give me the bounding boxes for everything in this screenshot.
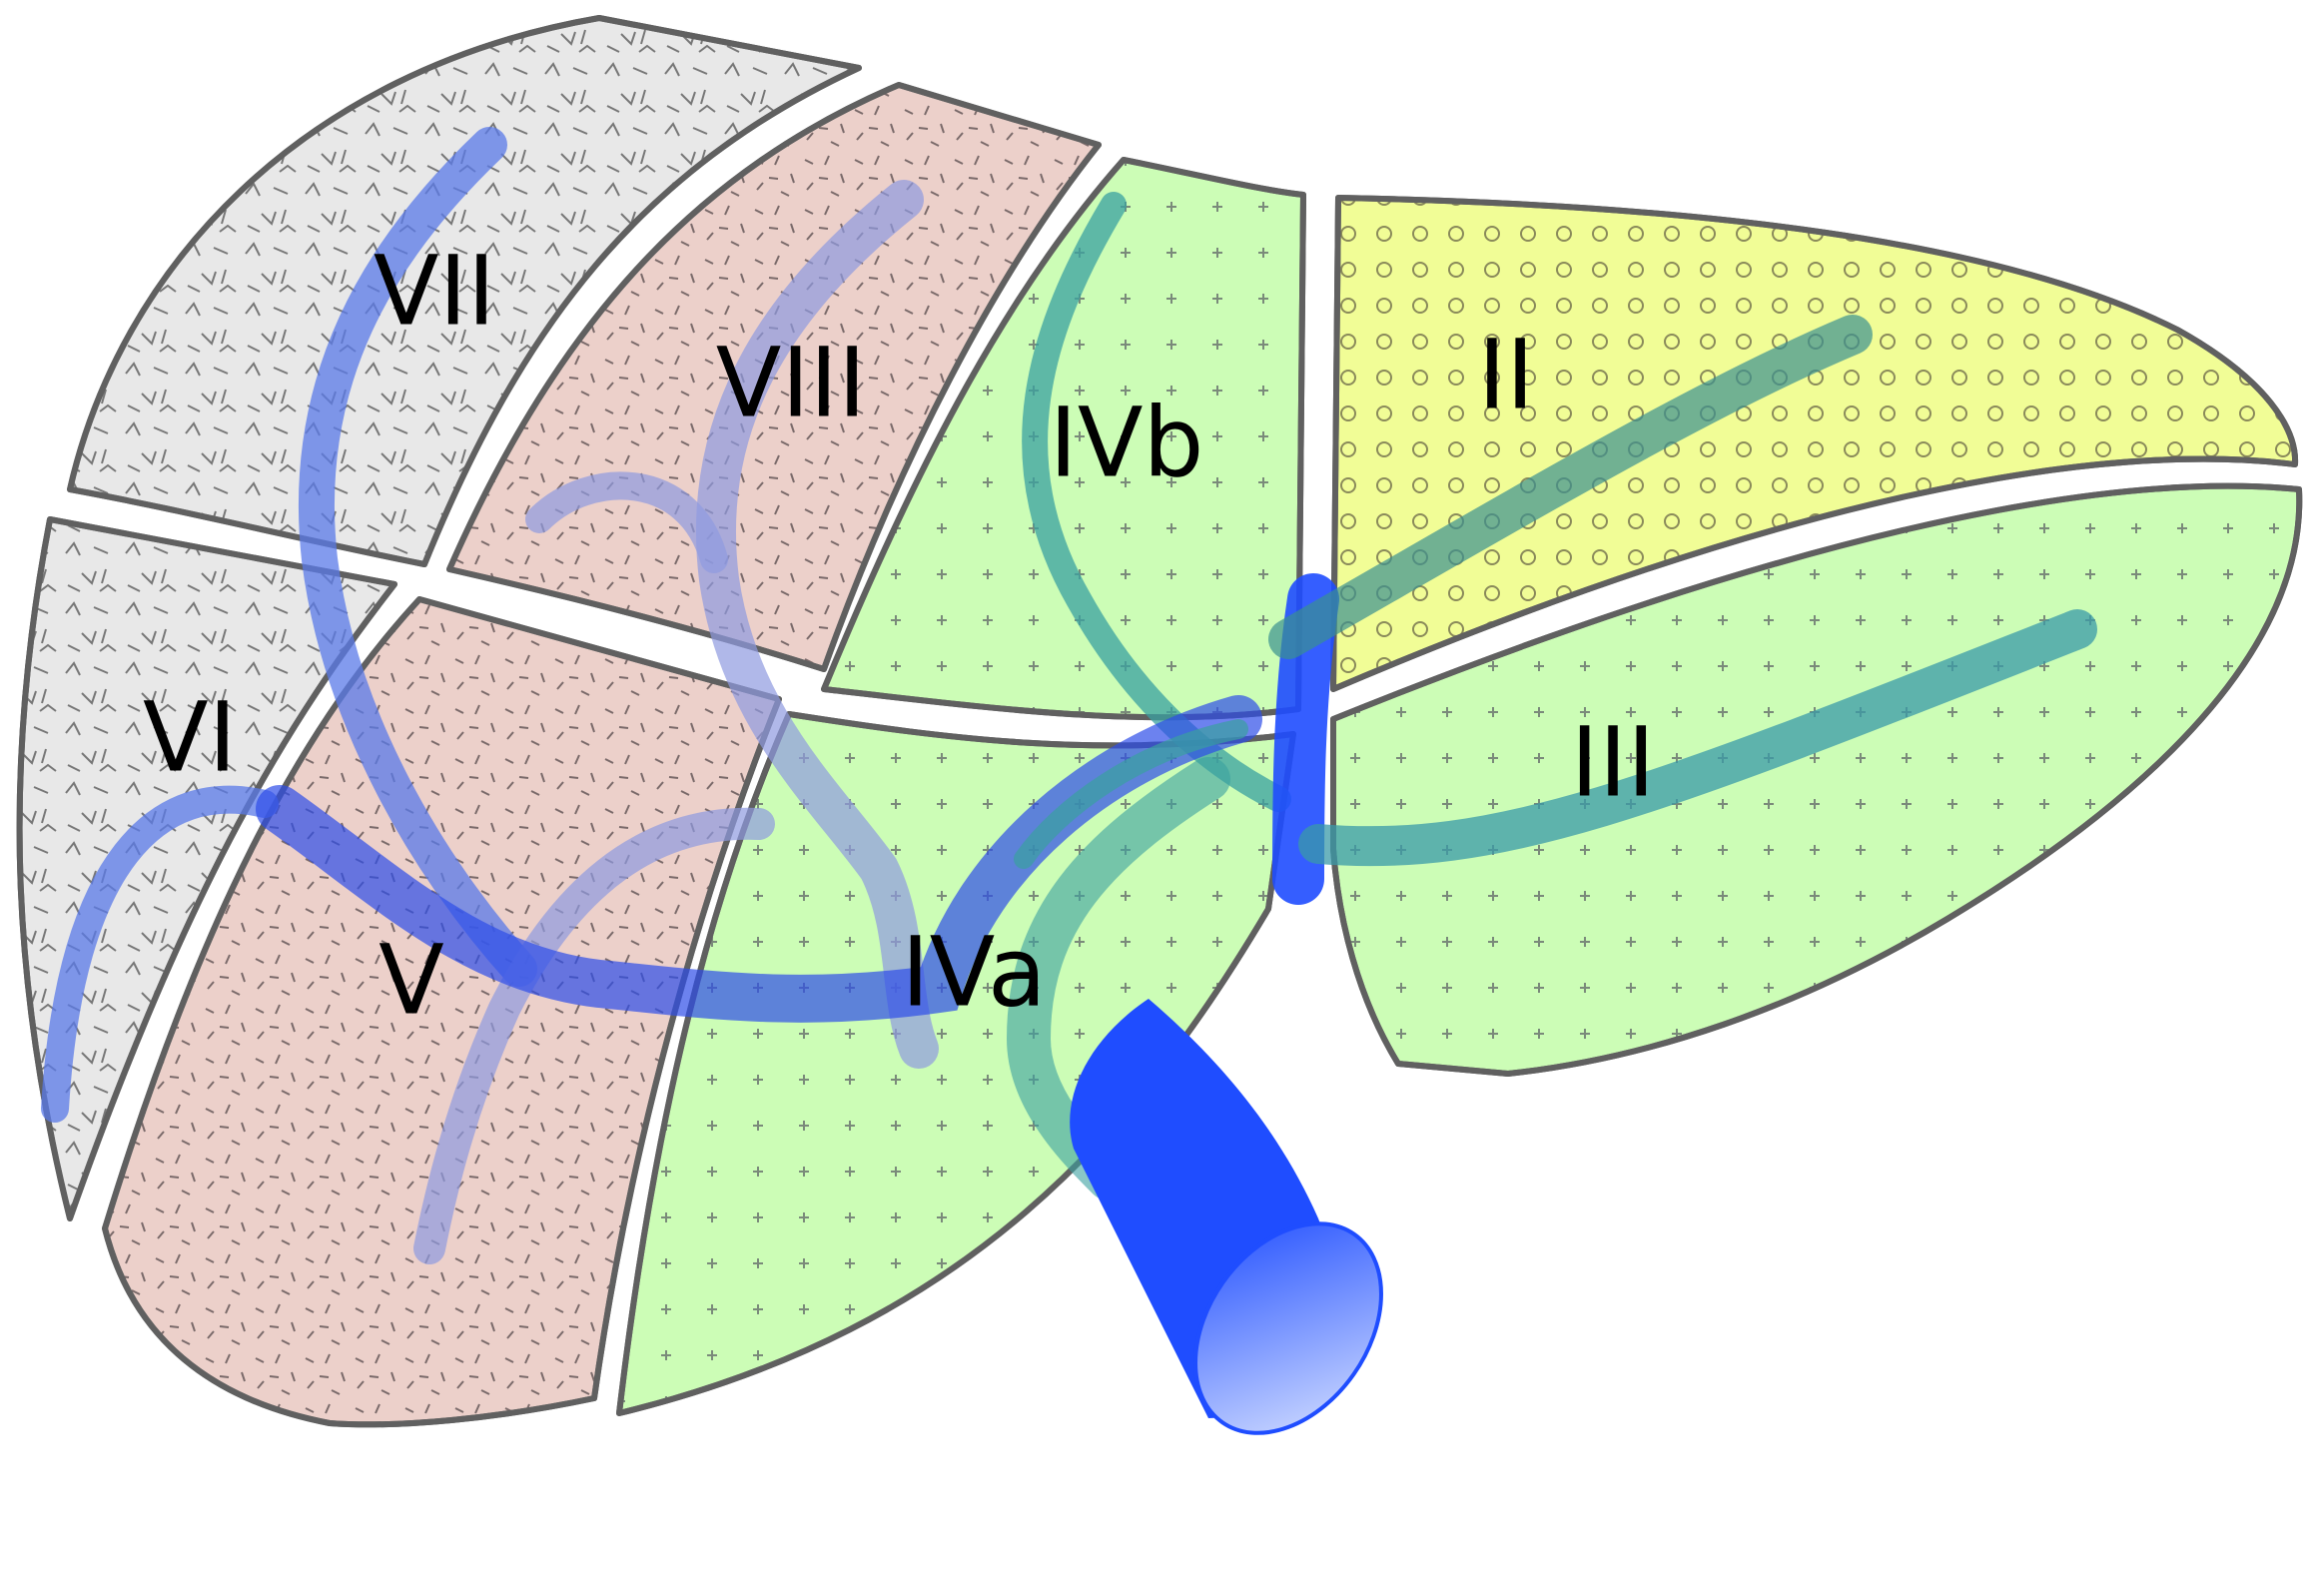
- portal-vein-segment-ii: [1268, 315, 1873, 659]
- segment-label-ivb: IVb: [1050, 387, 1204, 498]
- middle-hepatic-vein: [695, 180, 939, 1069]
- vein-branch-v: [413, 807, 775, 1264]
- segment-label-vi: VI: [143, 681, 237, 793]
- segment-vii: [67, 15, 862, 567]
- portal-vein-segment-iii: [1298, 609, 2097, 867]
- vein-branch-vi: [41, 785, 279, 1123]
- portal-branch-ivb: [1014, 719, 1248, 869]
- hepatic-veins: [41, 127, 1291, 1264]
- segment-label-iii: III: [1571, 706, 1656, 818]
- segment-label-v: V: [379, 924, 444, 1036]
- middle-vein-branch: [525, 471, 728, 573]
- portal-veins: [256, 315, 2097, 1200]
- segment-label-iva: IVa: [901, 916, 1046, 1028]
- inferior-vena-cava: [1070, 999, 1383, 1435]
- segment-v: [102, 596, 782, 1428]
- segment-iva: [616, 711, 1296, 1416]
- segment-label-vii: VII: [374, 235, 495, 347]
- segment-ivb: [821, 157, 1306, 721]
- segment-label-ii: II: [1478, 319, 1535, 430]
- segment-label-viii: VIII: [716, 327, 867, 438]
- right-hepatic-vein: [299, 127, 537, 987]
- portal-branch-iva: [1006, 757, 1230, 1200]
- segment-ii: [1330, 195, 2299, 692]
- segment-vi: [16, 516, 397, 1221]
